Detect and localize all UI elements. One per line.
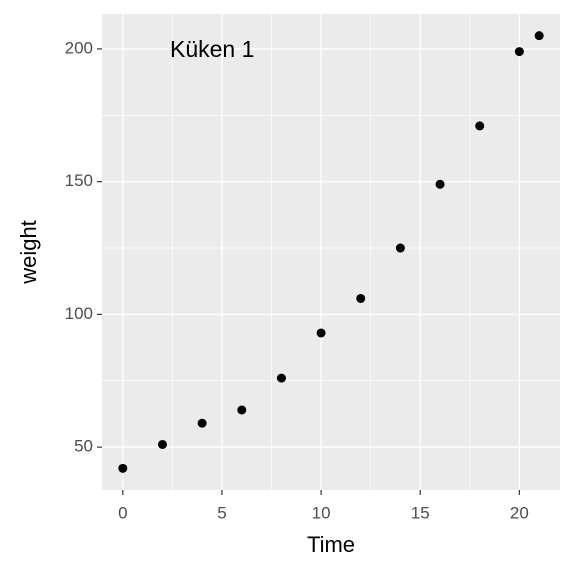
x-tick-label: 5 — [217, 503, 226, 522]
y-tick-label: 200 — [65, 38, 93, 57]
x-tick-label: 20 — [510, 503, 529, 522]
point — [316, 328, 326, 338]
annotation: Küken 1 — [170, 36, 254, 62]
point — [395, 243, 405, 253]
point — [356, 293, 366, 303]
x-axis-title: Time — [307, 532, 355, 557]
point — [157, 439, 167, 449]
panel-background — [102, 14, 560, 490]
point — [197, 418, 207, 428]
point — [237, 405, 247, 415]
y-tick-label: 150 — [65, 171, 93, 190]
point — [475, 121, 485, 131]
y-axis-title: weight — [16, 220, 41, 285]
y-tick-label: 100 — [65, 304, 93, 323]
x-tick-label: 10 — [312, 503, 331, 522]
point — [118, 463, 128, 473]
point — [435, 179, 445, 189]
point — [514, 47, 524, 57]
x-tick-label: 0 — [118, 503, 127, 522]
x-tick-label: 15 — [411, 503, 430, 522]
point — [276, 373, 286, 383]
y-tick-label: 50 — [74, 437, 93, 456]
point — [534, 31, 544, 41]
